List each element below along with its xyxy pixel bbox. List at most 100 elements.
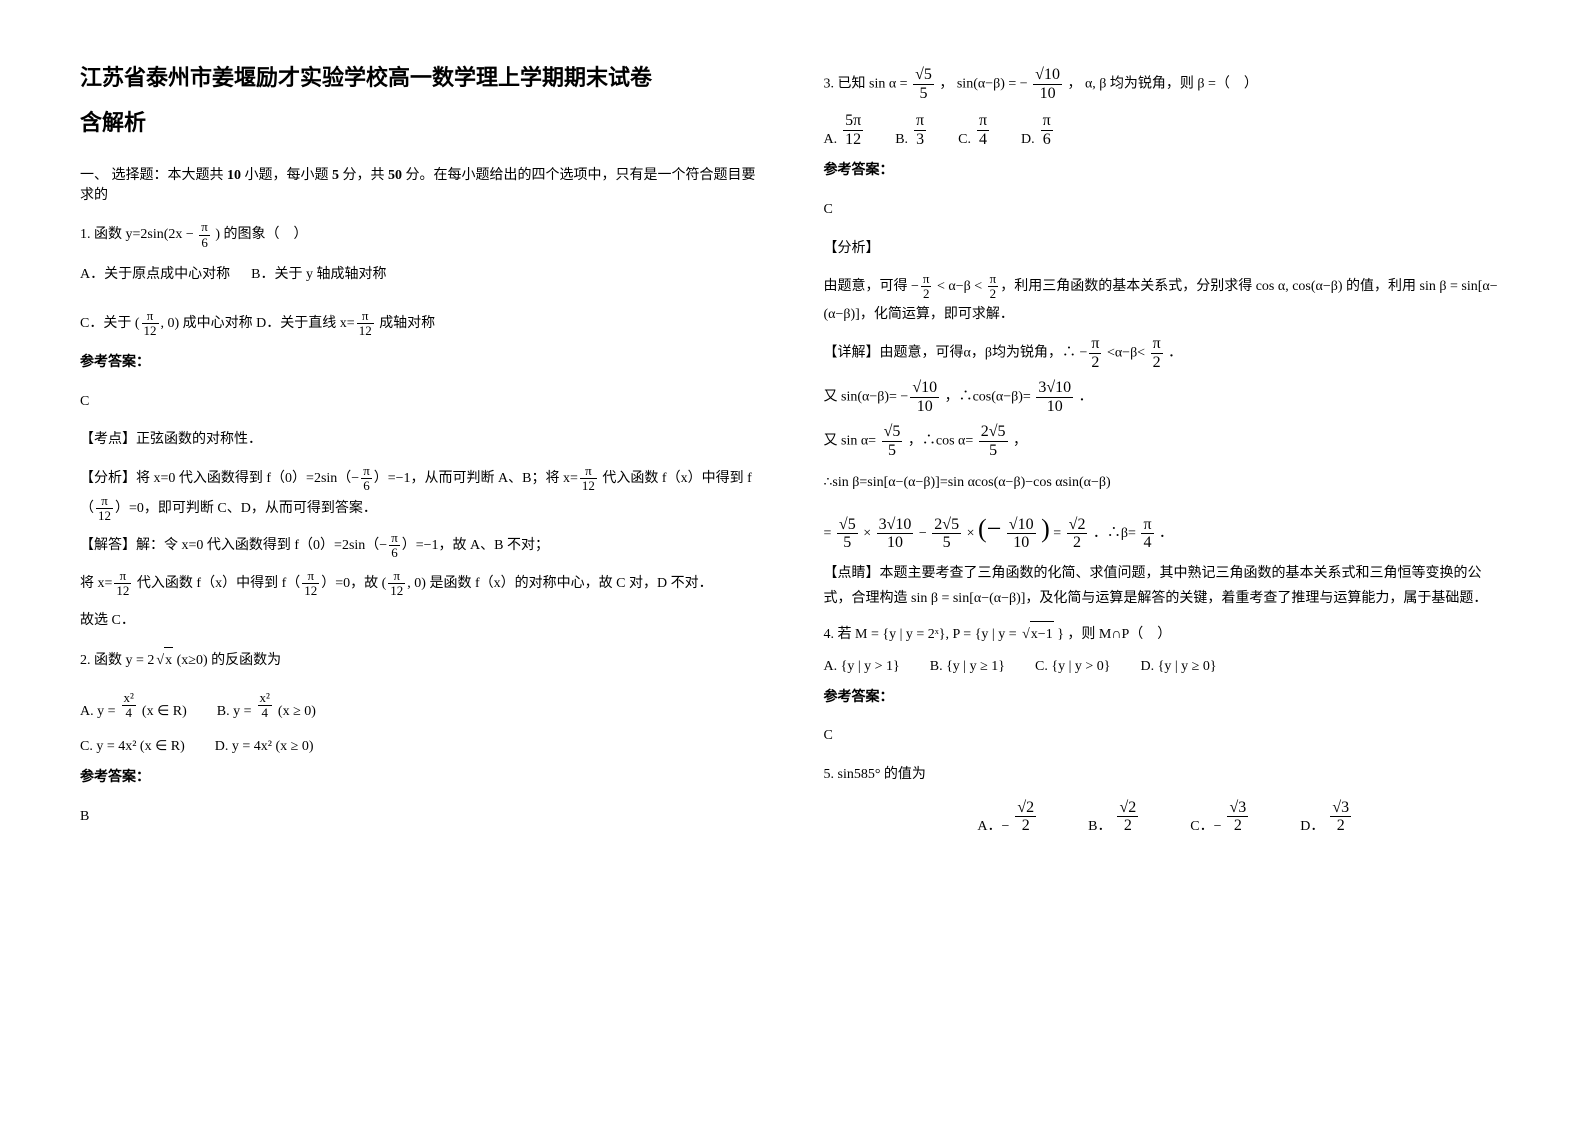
q3-f2: √1010: [1033, 66, 1062, 102]
q3-dianping: 【点睛】本题主要考查了三角函数的化简、求值问题，其中熟记三角函数的基本关系式和三…: [824, 561, 1508, 611]
q1-optd-frac: π12: [357, 309, 374, 339]
q1-fx-n3: π: [96, 494, 113, 509]
q2-opts-ab: A. y = x²4 (x ∈ R) B. y = x²4 (x ≥ 0): [80, 691, 764, 721]
q3l5d2: 10: [877, 534, 914, 552]
q2b-frac: x²4: [258, 691, 272, 721]
q5b-n: √2: [1117, 799, 1138, 818]
q2-opt-d: D. y = 4x² (x ≥ 0): [215, 739, 314, 755]
q1-opt-a: A．关于原点成中心对称: [80, 267, 230, 282]
q2-sqrt-rad: x: [164, 647, 173, 675]
q5d-n: √3: [1330, 799, 1351, 818]
q3-xiangjie: 【详解】由题意，可得α，β均为锐角，∴ −π2 <α−β< π2 ．: [824, 335, 1508, 371]
q5c-n: √3: [1227, 799, 1248, 818]
q3-f2n: √10: [1033, 66, 1062, 85]
q1-solve-1: 【解答】解：令 x=0 代入函数得到 f（0）=2sin（−π6）=−1，故 A…: [80, 531, 764, 561]
q1-expr: y=2sin(2x − π6: [126, 220, 212, 250]
q3-answer: C: [824, 197, 1508, 224]
q3-xj-mid: <α−β<: [1103, 345, 1148, 360]
q3-l1-pre: 由题意，可得 −: [824, 279, 919, 294]
q3l3d1: 5: [882, 442, 903, 460]
q1-jd2-mid2: ）=0，故 (: [321, 576, 386, 591]
q1-fx-n2: π: [580, 464, 597, 479]
q2-ref-label: 参考答案：: [80, 765, 764, 792]
q3-l3-f1: √55: [882, 423, 903, 459]
q2b-pre: B. y =: [217, 704, 252, 720]
q1-keypoint: 【考点】正弦函数的对称性．: [80, 427, 764, 454]
q3c-n: π: [977, 112, 989, 131]
q4-stem: 4. 若 M = {y | y = 2ˣ}, P = {y | y = x−1 …: [824, 621, 1508, 649]
q3l5d6: 4: [1141, 534, 1153, 552]
q1-jd2-post: , 0) 是函数 f（x）的对称中心，故 C 对，D 不对．: [407, 576, 712, 591]
q3l5x2: ×: [967, 526, 978, 541]
q4-opt-d: D. {y | y ≥ 0}: [1141, 659, 1217, 675]
q1-jd2-n3: π: [388, 569, 405, 584]
q3-l3-mid: ，∴cos α=: [904, 434, 976, 449]
q1-y: y=2sin(2x −: [126, 227, 194, 242]
q2a-pre: A. y =: [80, 704, 116, 720]
q3-l3-pre: 又 sin α=: [824, 434, 880, 449]
q1-opt-b: B．关于 y 轴成轴对称: [251, 267, 386, 282]
q3l1d2: 2: [988, 287, 999, 301]
q3l3n2: 2√5: [979, 423, 1008, 442]
q3l5lp: (−: [978, 514, 1001, 543]
q3l2n1: √10: [910, 379, 939, 398]
q3-l1-f2: π2: [988, 272, 999, 302]
q1-opts-ab: A．关于原点成中心对称 B．关于 y 轴成轴对称: [80, 262, 764, 289]
q1-jd2-n2: π: [302, 569, 319, 584]
q3b-n: π: [914, 112, 926, 131]
q1-pre: 1. 函数: [80, 227, 122, 242]
q3a-d: 12: [843, 131, 863, 149]
q3-l1-mid: < α−β <: [933, 279, 985, 294]
q4-pre: 4. 若 M = {y | y = 2ˣ}, P = {y | y =: [824, 627, 1021, 642]
q5d-f: √32: [1330, 799, 1351, 835]
q3xjd1: 2: [1089, 354, 1101, 372]
q3l5eq: =: [824, 526, 835, 541]
q1-jd-f: π6: [389, 531, 400, 561]
q1-fx-n1: π: [361, 464, 372, 479]
q1-jd2-f2: π12: [302, 569, 319, 599]
q3l5f6: π4: [1141, 516, 1153, 552]
q1-fx-d3: 12: [96, 509, 113, 523]
q3l5f5: √22: [1067, 516, 1088, 552]
q3l5n4: √10: [1007, 516, 1036, 535]
q5c-pre: C．−: [1190, 815, 1221, 835]
q3-ref-label: 参考答案：: [824, 158, 1508, 185]
q1-solve-3: 故选 C．: [80, 608, 764, 635]
q1-optd-num: π: [357, 309, 374, 324]
q3l3n1: √5: [882, 423, 903, 442]
q5a-d: 2: [1015, 817, 1036, 835]
q4-post: } ，则 M∩P（ ）: [1054, 627, 1172, 642]
q1-jd2-d3: 12: [388, 584, 405, 598]
q1-frac-den: 6: [199, 236, 210, 250]
sec1-b1: 10: [227, 168, 241, 183]
q2-pre: 2. 函数 y = 2: [80, 653, 154, 668]
q4-opt-a: A. {y | y > 1}: [824, 659, 900, 675]
right-column: 3. 已知 sin α = √55 ， sin(α−β) = − √1010 ，…: [824, 60, 1508, 839]
q1-optc-frac: π12: [142, 309, 159, 339]
q3-opt-a: A.5π12: [824, 112, 866, 148]
q3-f2d: 10: [1033, 85, 1062, 103]
q3d-d: 6: [1041, 131, 1053, 149]
q5a-f: √22: [1015, 799, 1036, 835]
sec1-pre: 一、 选择题：本大题共: [80, 168, 227, 183]
q1-stem: 1. 函数 y=2sin(2x − π6 ) 的图象（ ）: [80, 220, 764, 250]
q3l2n2: 3√10: [1036, 379, 1073, 398]
q3-mid1: ， sin(α−β) = −: [939, 76, 1027, 91]
q3a-n: 5π: [843, 112, 863, 131]
q1-opts-cd: C．关于 (π12, 0) 成中心对称 D．关于直线 x=π12 成轴对称: [80, 309, 764, 339]
q3-f1d: 5: [913, 85, 934, 103]
q3-f1: √55: [913, 66, 934, 102]
q3-opt-d: D.π6: [1021, 112, 1055, 148]
q4-opt-b: B. {y | y ≥ 1}: [930, 659, 1005, 675]
q1-analysis: 【分析】将 x=0 代入函数得到 f（0）=2sin（−π6）=−1，从而可判断…: [80, 464, 764, 523]
q3l1n2: π: [988, 272, 999, 287]
section-1-head: 一、 选择题：本大题共 10 小题，每小题 5 分，共 50 分。在每小题给出的…: [80, 164, 764, 204]
q1-post: ) 的图象（ ）: [215, 227, 307, 242]
q3-l2-mid: ，∴cos(α−β)=: [941, 389, 1034, 404]
q3l5end: ．∴β=: [1093, 526, 1140, 541]
q3l5f3: 2√55: [932, 516, 961, 552]
q1-jd-pre: 【解答】解：令 x=0 代入函数得到 f（0）=2sin（−: [80, 538, 387, 553]
q3-xj-post: ．: [1165, 345, 1183, 360]
q1-opt-c-pre: C．关于 (: [80, 316, 140, 331]
q3l5n6: π: [1141, 516, 1153, 535]
